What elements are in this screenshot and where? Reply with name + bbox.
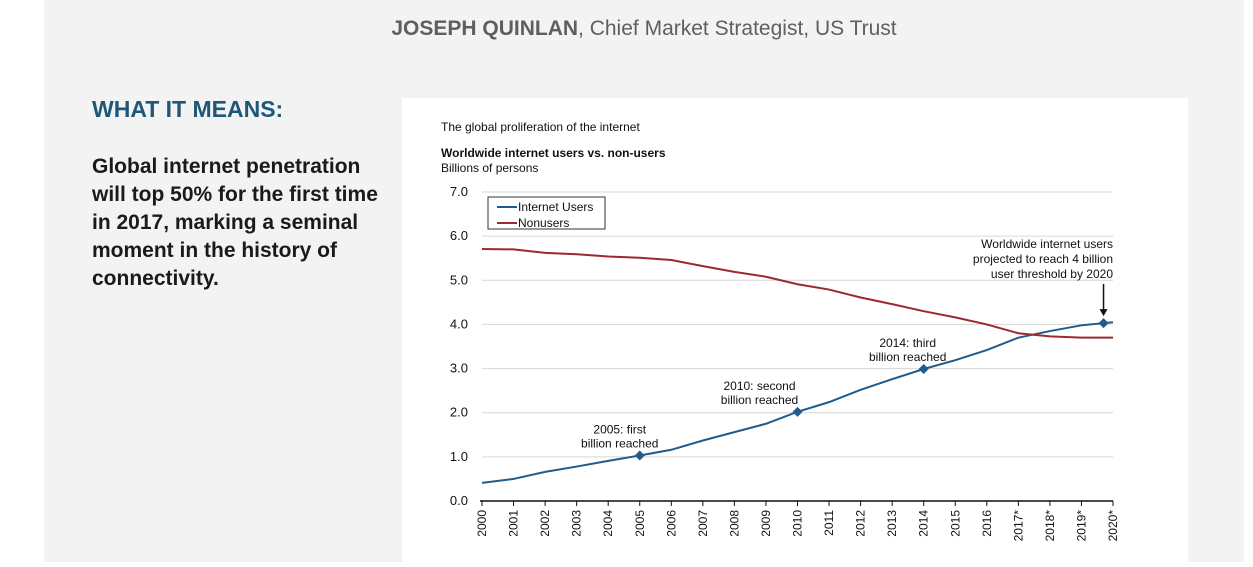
x-tick-label: 2006: [664, 510, 678, 537]
x-tick-label: 2008: [727, 510, 741, 537]
x-tick-label: 2019*: [1074, 510, 1088, 542]
x-tick-label: 2018*: [1043, 510, 1057, 542]
x-tick-label: 2017*: [1011, 510, 1025, 542]
byline: JOSEPH QUINLAN, Chief Market Strategist,…: [44, 17, 1244, 41]
y-axis-ticks: 0.0 1.0 2.0 3.0 4.0 5.0 6.0 7.0: [450, 184, 468, 508]
x-tick-label: 2013: [885, 510, 899, 537]
x-tick-label: 2010: [791, 510, 805, 537]
annotation-marker: [634, 450, 645, 461]
y-axis-label: Billions of persons: [441, 161, 538, 175]
y-tick-label: 1.0: [450, 449, 468, 464]
x-tick-label: 2003: [570, 510, 584, 537]
x-tick-label: 2011: [822, 510, 836, 536]
x-tick-label: 2002: [538, 510, 552, 537]
author-name: JOSEPH QUINLAN: [391, 17, 579, 40]
annotation-marker: [1098, 318, 1109, 329]
annotation-text: 2014: third: [879, 336, 936, 350]
x-tick-label: 2012: [854, 510, 868, 537]
annotation-marker: [792, 406, 803, 417]
chart-title: Worldwide internet users vs. non-users: [441, 146, 666, 160]
chart-legend: Internet Users Nonusers: [487, 196, 606, 230]
chart-caption: The global proliferation of the internet: [441, 120, 640, 134]
x-tick-label: 2009: [759, 510, 773, 537]
nonusers-line: [481, 247, 1113, 339]
chart-card: The global proliferation of the internet…: [402, 98, 1188, 562]
y-tick-label: 0.0: [450, 493, 468, 508]
legend-label: Internet Users: [518, 200, 593, 214]
annotation-text: projected to reach 4 billion: [973, 252, 1113, 266]
section-heading: WHAT IT MEANS:: [92, 96, 284, 122]
annotation-marker: [918, 364, 929, 375]
annotation-text: 2010: second: [723, 379, 795, 393]
x-tick-label: 2016: [980, 510, 994, 537]
annotation-text: billion reached: [581, 437, 658, 451]
x-tick-label: 2001: [507, 510, 521, 537]
x-tick-label: 2007: [696, 510, 710, 537]
x-tick-label: 2000: [475, 510, 489, 537]
annotation-text: 2005: first: [593, 423, 646, 437]
annotation-text: billion reached: [721, 393, 798, 407]
grid-lines: [482, 191, 1113, 458]
x-tick-label: 2015: [948, 510, 962, 537]
y-tick-label: 2.0: [450, 405, 468, 420]
section-body: Global internet penetration will top 50%…: [92, 155, 378, 290]
x-tick-label: 2004: [601, 510, 615, 537]
x-axis: 2000 2001 2002 2003 2004 2005 2006 2007 2008 2009…: [475, 500, 1120, 542]
content-panel: JOSEPH QUINLAN, Chief Market Strategist,…: [44, 0, 1244, 562]
y-tick-label: 5.0: [450, 272, 468, 287]
annotation-text: Worldwide internet users: [981, 237, 1113, 251]
y-tick-label: 3.0: [450, 361, 468, 376]
author-role: , Chief Market Strategist, US Trust: [578, 17, 897, 40]
annotation-text: billion reached: [869, 350, 946, 364]
series-lines: [481, 247, 1114, 484]
annotation-text: user threshold by 2020: [991, 267, 1113, 281]
y-tick-label: 7.0: [450, 184, 468, 199]
x-tick-label: 2020*: [1106, 510, 1120, 542]
x-tick-label: 2005: [633, 510, 647, 537]
x-tick-label: 2014: [917, 510, 931, 537]
y-tick-label: 4.0: [450, 316, 468, 331]
legend-label: Nonusers: [518, 216, 569, 230]
line-chart: The global proliferation of the internet…: [441, 120, 1120, 542]
arrow-head: [1099, 309, 1108, 317]
y-tick-label: 6.0: [450, 228, 468, 243]
